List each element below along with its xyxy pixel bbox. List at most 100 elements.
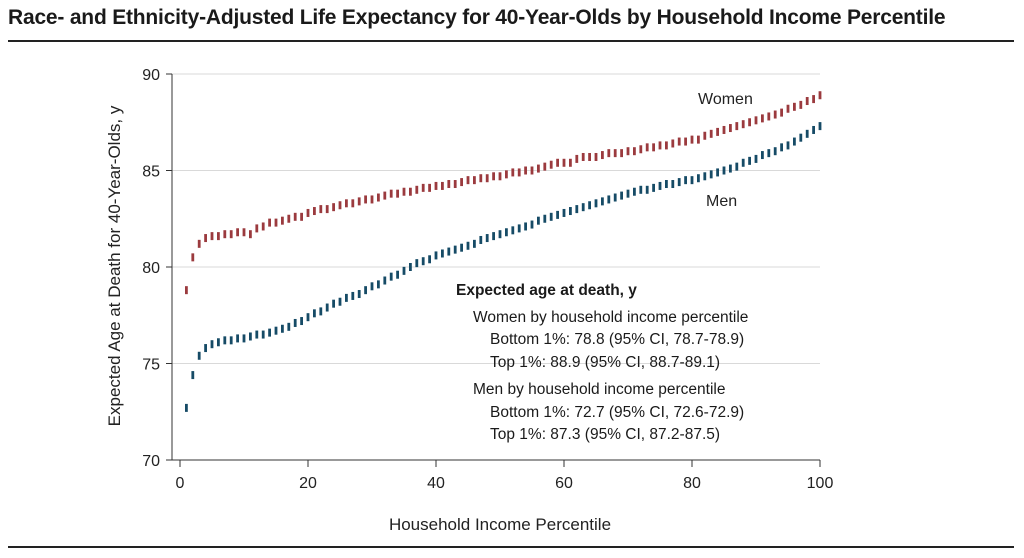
point-men-85 bbox=[722, 166, 726, 175]
point-men-4 bbox=[204, 344, 207, 353]
point-women-20 bbox=[306, 208, 310, 217]
point-men-88 bbox=[741, 158, 745, 167]
point-women-14 bbox=[268, 218, 271, 227]
point-women-52 bbox=[511, 168, 515, 177]
point-women-1 bbox=[185, 286, 188, 295]
point-women-80 bbox=[690, 135, 694, 144]
point-men-95 bbox=[786, 141, 790, 150]
point-women-73 bbox=[645, 143, 649, 152]
data-marks bbox=[185, 91, 822, 412]
point-women-74 bbox=[652, 143, 655, 152]
point-men-77 bbox=[671, 180, 675, 189]
point-women-60 bbox=[562, 158, 566, 167]
point-men-40 bbox=[434, 251, 438, 260]
point-women-76 bbox=[665, 141, 668, 150]
point-women-81 bbox=[697, 135, 700, 144]
point-men-26 bbox=[345, 293, 348, 302]
point-women-100 bbox=[818, 91, 822, 100]
point-women-62 bbox=[575, 154, 579, 163]
point-men-35 bbox=[402, 266, 406, 275]
point-men-60 bbox=[562, 208, 566, 217]
point-men-13 bbox=[261, 330, 265, 339]
point-men-31 bbox=[377, 280, 380, 289]
point-men-98 bbox=[805, 129, 809, 138]
point-men-42 bbox=[447, 247, 451, 256]
point-men-57 bbox=[543, 214, 547, 223]
point-women-24 bbox=[332, 203, 335, 212]
point-women-12 bbox=[255, 224, 259, 233]
point-women-53 bbox=[517, 168, 521, 177]
point-men-76 bbox=[665, 180, 668, 189]
point-women-93 bbox=[773, 110, 777, 119]
point-men-41 bbox=[441, 249, 444, 258]
point-women-47 bbox=[479, 174, 483, 183]
point-women-63 bbox=[581, 152, 585, 161]
point-men-29 bbox=[364, 286, 367, 295]
point-women-29 bbox=[364, 195, 367, 204]
point-women-51 bbox=[505, 170, 508, 179]
point-women-2 bbox=[191, 253, 195, 262]
point-women-98 bbox=[805, 97, 809, 106]
point-men-59 bbox=[556, 210, 559, 219]
point-men-78 bbox=[677, 178, 681, 187]
point-women-82 bbox=[703, 131, 707, 140]
point-men-66 bbox=[601, 197, 604, 206]
point-men-23 bbox=[325, 303, 329, 312]
annotation-box: Expected age at death, y Women by househ… bbox=[456, 280, 748, 447]
point-men-27 bbox=[351, 291, 355, 300]
point-men-80 bbox=[690, 176, 694, 185]
point-men-12 bbox=[255, 330, 259, 339]
point-women-96 bbox=[793, 102, 796, 111]
point-women-90 bbox=[754, 116, 758, 125]
point-men-82 bbox=[703, 172, 707, 181]
point-men-68 bbox=[613, 193, 617, 202]
point-men-38 bbox=[421, 257, 425, 266]
point-men-54 bbox=[524, 222, 527, 231]
point-women-91 bbox=[761, 114, 764, 123]
point-women-92 bbox=[767, 112, 771, 121]
point-women-97 bbox=[799, 100, 803, 109]
point-women-72 bbox=[639, 145, 643, 154]
x-tick-label-20: 20 bbox=[299, 475, 317, 492]
point-men-45 bbox=[466, 241, 470, 250]
point-women-67 bbox=[607, 149, 611, 158]
point-women-6 bbox=[217, 232, 220, 241]
point-women-45 bbox=[466, 176, 470, 185]
top-rule bbox=[8, 40, 1014, 42]
point-men-46 bbox=[473, 239, 476, 248]
point-women-68 bbox=[613, 149, 617, 158]
point-women-50 bbox=[498, 172, 502, 181]
point-men-65 bbox=[594, 199, 598, 208]
point-women-26 bbox=[345, 199, 348, 208]
point-women-34 bbox=[396, 189, 399, 198]
y-tick-label-75: 75 bbox=[142, 357, 160, 374]
point-women-21 bbox=[313, 207, 316, 216]
point-men-96 bbox=[793, 137, 796, 146]
point-men-11 bbox=[249, 332, 252, 341]
point-men-89 bbox=[748, 156, 751, 165]
y-tick-label-80: 80 bbox=[142, 260, 160, 277]
point-women-3 bbox=[197, 239, 201, 248]
point-men-3 bbox=[197, 351, 201, 360]
point-women-36 bbox=[409, 187, 412, 196]
point-men-21 bbox=[313, 309, 316, 318]
point-men-25 bbox=[338, 297, 342, 306]
point-men-44 bbox=[460, 243, 463, 252]
annotation-men-top: Top 1%: 87.3 (95% CI, 87.2-87.5) bbox=[490, 426, 721, 443]
point-men-20 bbox=[306, 313, 310, 322]
y-tick-label-70: 70 bbox=[142, 453, 160, 470]
point-women-64 bbox=[588, 152, 591, 161]
point-women-75 bbox=[658, 141, 662, 150]
point-women-19 bbox=[300, 212, 303, 221]
point-men-70 bbox=[626, 189, 630, 198]
point-men-56 bbox=[537, 216, 540, 225]
point-women-30 bbox=[370, 195, 374, 204]
point-men-43 bbox=[453, 245, 457, 254]
point-men-37 bbox=[415, 259, 419, 268]
point-men-93 bbox=[773, 147, 777, 156]
point-men-15 bbox=[274, 326, 278, 335]
point-men-79 bbox=[684, 176, 687, 185]
point-men-14 bbox=[268, 328, 271, 337]
point-women-41 bbox=[441, 181, 444, 190]
